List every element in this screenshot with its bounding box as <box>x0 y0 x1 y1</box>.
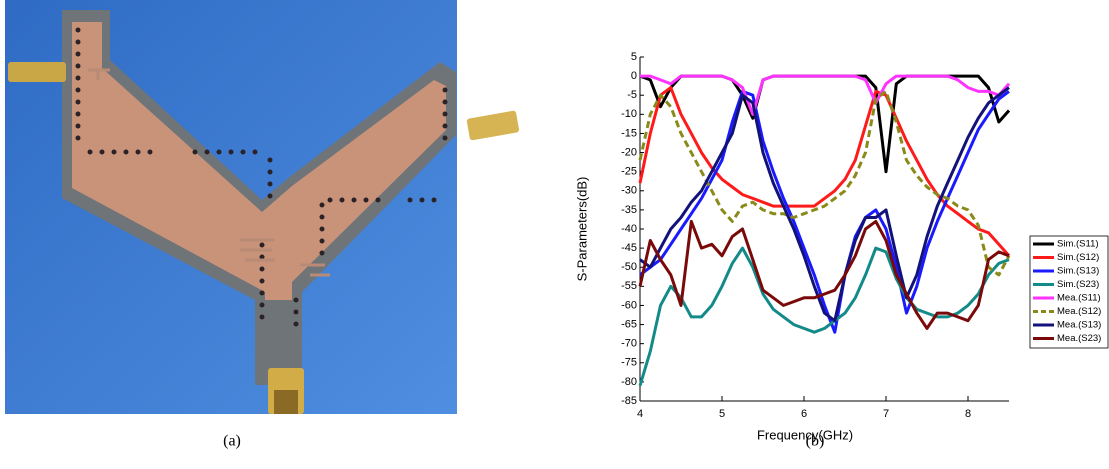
x-tick-label: 4 <box>637 408 643 420</box>
y-tick-label: -5 <box>627 89 637 101</box>
via-holes <box>75 27 448 333</box>
legend-label: Sim.(S11) <box>1057 239 1099 250</box>
y-tick-label: -75 <box>621 357 637 369</box>
x-axis-label: Frequency(GHz) <box>757 427 853 442</box>
legend-label: Mea.(S13) <box>1057 320 1101 331</box>
y-tick-label: -40 <box>621 223 637 235</box>
legend-box <box>1029 235 1109 349</box>
photo <box>5 0 520 414</box>
legend-label: Sim.(S12) <box>1057 252 1099 263</box>
legend-label: Mea.(S11) <box>1057 293 1101 304</box>
y-tick-label: -55 <box>621 280 637 292</box>
caption: (a) <box>223 433 241 450</box>
y-tick-label: -15 <box>621 127 637 139</box>
y-tick-label: -45 <box>621 242 637 254</box>
series-line <box>639 86 1010 323</box>
y-tick-label: -80 <box>621 376 637 388</box>
legend-label: Sim.(S23) <box>1057 279 1099 290</box>
legend-label: Sim.(S13) <box>1057 266 1099 277</box>
y-tick-label: -10 <box>621 108 637 120</box>
stubs <box>88 68 330 277</box>
series-line <box>639 74 1011 174</box>
series-line <box>638 86 1011 257</box>
series-line <box>638 219 1010 330</box>
legend-label: Mea.(S23) <box>1057 333 1101 344</box>
y-tick-label: -85 <box>621 395 637 407</box>
pcb-copper <box>72 22 446 300</box>
series-line <box>640 74 1011 116</box>
x-tick-label: 7 <box>883 408 889 420</box>
y-tick-label: 5 <box>631 51 637 63</box>
y-tick-label: -25 <box>621 166 637 178</box>
y-tick-label: -60 <box>621 299 637 311</box>
y-tick-label: -20 <box>621 146 637 158</box>
x-tick-label: 5 <box>719 408 725 420</box>
pcb-substrate <box>62 10 456 385</box>
connectors <box>8 62 520 414</box>
x-tick-label: 8 <box>965 408 971 420</box>
legend-label: Mea.(S12) <box>1057 306 1101 317</box>
y-tick-label: -35 <box>621 204 637 216</box>
y-axis-label: S-Parameters(dB) <box>574 177 589 282</box>
y-tick-label: -65 <box>621 318 637 330</box>
series-line <box>638 246 1010 387</box>
caption: (b) <box>806 433 825 450</box>
series-line <box>638 89 1011 277</box>
x-tick-label: 6 <box>801 408 807 420</box>
y-tick-label: 0 <box>631 70 637 82</box>
y-tick-label: -50 <box>621 261 637 273</box>
y-tick-label: -30 <box>621 185 637 197</box>
y-tick-label: -70 <box>621 338 637 350</box>
